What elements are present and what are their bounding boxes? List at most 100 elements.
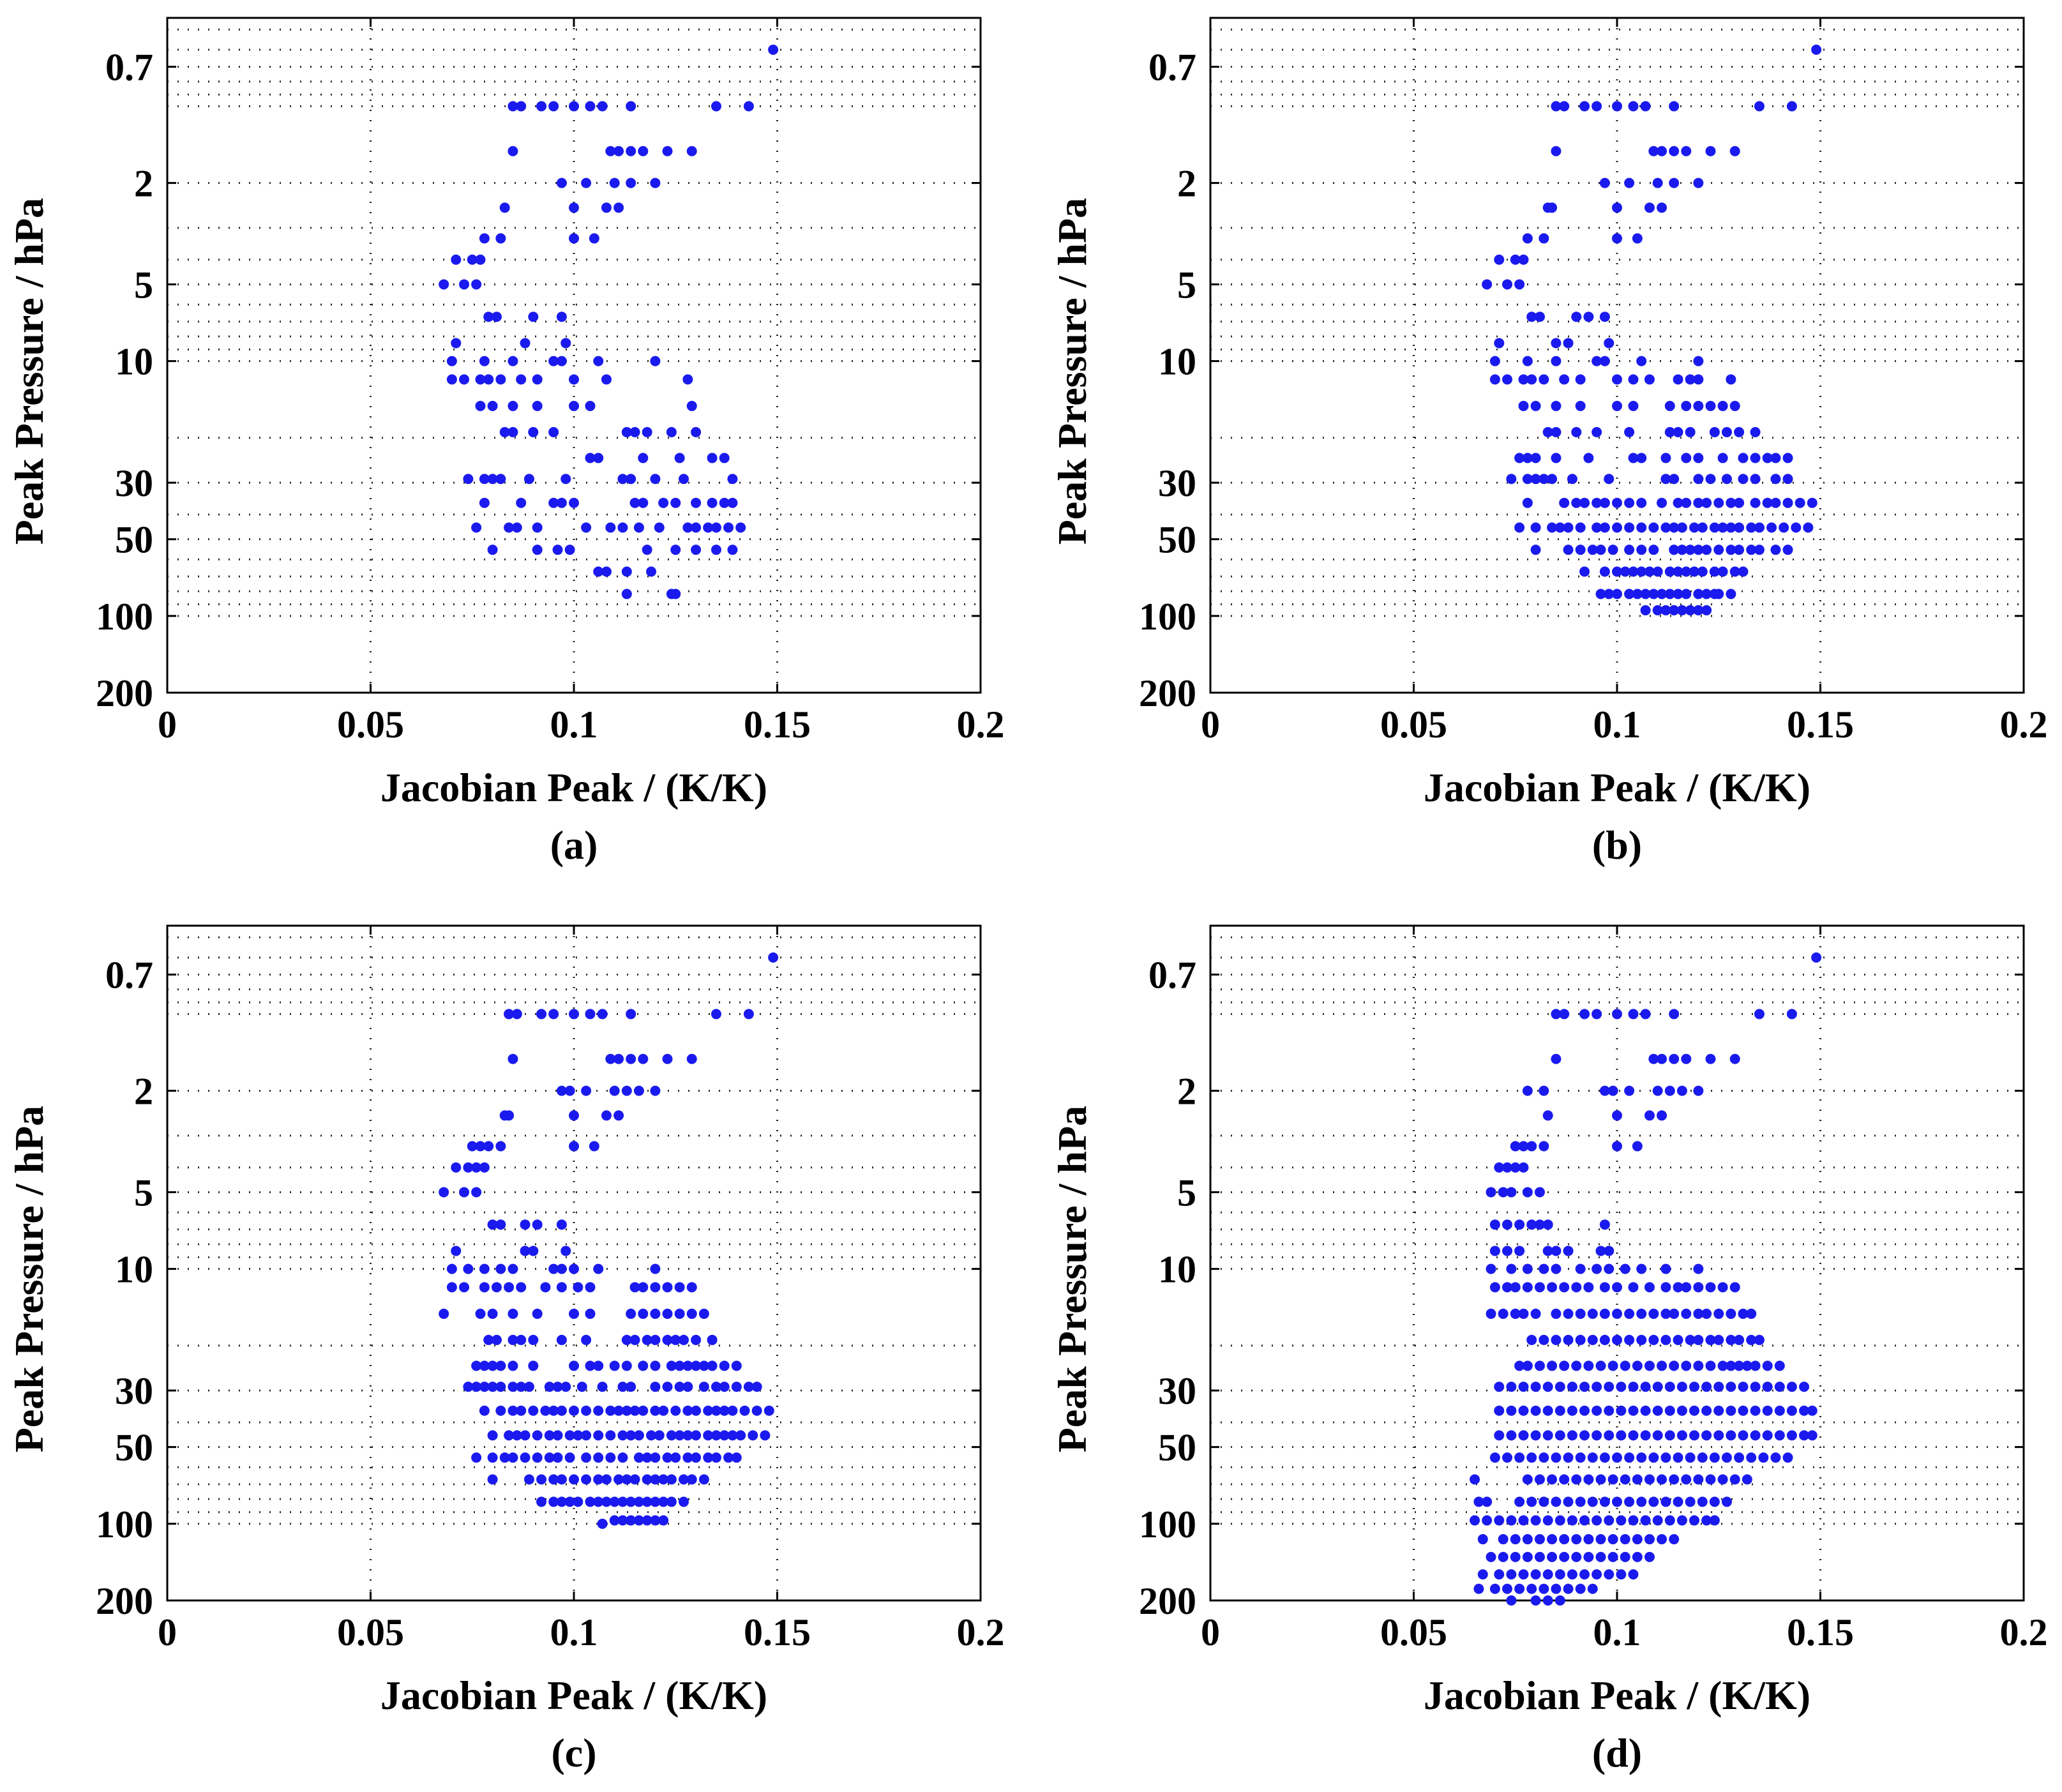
data-point	[638, 146, 649, 156]
data-point	[626, 1430, 636, 1441]
data-point	[1648, 1496, 1659, 1507]
data-point	[1652, 1515, 1663, 1526]
data-point	[1693, 1474, 1704, 1485]
data-point	[1510, 1534, 1521, 1545]
data-point	[662, 1308, 673, 1319]
data-point	[593, 1360, 604, 1371]
data-point	[1657, 1360, 1667, 1371]
data-point	[532, 1452, 543, 1463]
data-point	[1587, 1334, 1598, 1345]
data-point	[1676, 1085, 1687, 1096]
data-point	[1624, 522, 1635, 533]
data-point	[1660, 1282, 1671, 1293]
data-point	[475, 400, 486, 411]
data-point	[1717, 1360, 1728, 1371]
data-point	[593, 1452, 604, 1463]
y-tick-label: 10	[115, 1249, 153, 1291]
data-point	[617, 1382, 628, 1392]
data-point	[1709, 1515, 1720, 1526]
data-point	[1616, 1405, 1627, 1416]
data-point	[691, 1430, 702, 1441]
data-point	[499, 426, 510, 437]
data-point	[1774, 1360, 1785, 1371]
data-point	[564, 545, 575, 555]
x-tick-label: 0.1	[550, 704, 598, 746]
data-point	[1681, 1308, 1692, 1319]
data-point	[707, 497, 718, 508]
data-point	[642, 1474, 652, 1485]
data-point	[487, 1382, 498, 1392]
data-point	[1583, 312, 1594, 322]
y-tick-label: 5	[134, 264, 153, 306]
data-point	[1701, 1515, 1712, 1526]
data-point	[1607, 1551, 1618, 1562]
data-point	[1563, 1308, 1574, 1319]
data-point	[609, 1515, 620, 1526]
data-point	[1530, 1308, 1541, 1319]
data-point	[1534, 1474, 1545, 1485]
data-point	[719, 1405, 730, 1416]
data-point	[1547, 1534, 1558, 1545]
data-point	[528, 312, 539, 322]
data-point	[479, 497, 490, 508]
data-point	[1489, 374, 1500, 385]
data-point	[479, 356, 490, 366]
data-point	[1551, 1452, 1562, 1463]
data-point	[1676, 605, 1687, 615]
panel-caption: (c)	[551, 1730, 596, 1775]
chart-panel-d: 0 0.05 0.1 0.15 0.2 0.7 2 5 10 30 50 100 200 Jacobian…	[1050, 924, 2048, 1775]
data-point	[1612, 522, 1622, 533]
data-point	[650, 1263, 661, 1274]
data-point	[1607, 1534, 1618, 1545]
data-point	[1551, 338, 1562, 349]
data-point	[674, 1308, 685, 1319]
data-point	[1595, 589, 1606, 599]
data-point	[1738, 566, 1749, 577]
data-point	[751, 1382, 762, 1392]
data-point	[691, 1405, 702, 1416]
data-point	[650, 1334, 661, 1345]
data-point	[1685, 1496, 1696, 1507]
data-point	[479, 1162, 490, 1173]
data-point	[597, 1009, 608, 1020]
y-tick-label: 100	[96, 596, 153, 638]
data-point	[1713, 1405, 1724, 1416]
data-point	[552, 1430, 563, 1441]
data-point	[1628, 1382, 1639, 1392]
data-point	[1644, 1360, 1655, 1371]
x-tick-label: 0	[158, 1611, 177, 1653]
data-point	[1644, 1474, 1655, 1485]
data-point	[508, 1382, 518, 1392]
data-point	[1567, 1569, 1577, 1580]
data-point	[1592, 1263, 1602, 1274]
data-point	[1705, 1282, 1716, 1293]
data-point	[487, 474, 498, 485]
data-point	[1673, 374, 1683, 385]
data-point	[552, 1382, 563, 1392]
data-point	[556, 497, 567, 508]
data-point	[439, 1308, 449, 1319]
data-point	[487, 1219, 498, 1230]
data-point	[1604, 1569, 1614, 1580]
data-point	[666, 1430, 677, 1441]
data-point	[491, 1334, 502, 1345]
data-point	[1709, 566, 1720, 577]
x-tick-label: 0.05	[337, 704, 404, 746]
data-point	[1811, 952, 1822, 963]
data-point	[727, 497, 738, 508]
data-point	[544, 1382, 555, 1392]
data-point	[642, 1496, 652, 1507]
data-point	[650, 1496, 661, 1507]
data-point	[1522, 233, 1533, 244]
data-point	[1713, 1382, 1724, 1392]
y-tick-label: 2	[1177, 163, 1196, 205]
data-point	[1571, 1534, 1582, 1545]
data-point	[1518, 400, 1529, 411]
data-point	[1514, 1583, 1525, 1594]
data-point	[1575, 522, 1586, 533]
data-point	[1539, 1452, 1549, 1463]
data-point	[1786, 101, 1797, 112]
data-point	[1526, 1452, 1537, 1463]
data-point	[1750, 1405, 1761, 1416]
data-point	[548, 426, 559, 437]
